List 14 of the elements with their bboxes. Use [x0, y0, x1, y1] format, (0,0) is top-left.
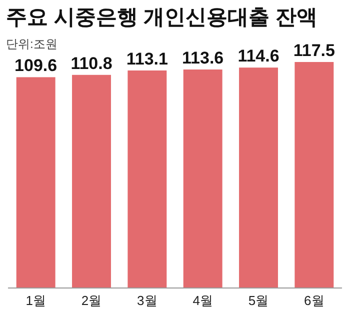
x-tick: 2월 [81, 293, 102, 308]
x-tick: 6월 [304, 293, 324, 308]
data-label: 113.1 [126, 49, 168, 68]
title: 주요 시중은행 개인신용대출 잔액 [6, 6, 318, 29]
data-label: 110.8 [70, 54, 112, 73]
x-tick: 5월 [248, 293, 269, 308]
subtitle: 단위:조원 [6, 37, 58, 51]
x-tick: 1월 [26, 293, 46, 308]
data-label: 117.5 [293, 41, 335, 60]
data-label: 109.6 [14, 56, 58, 76]
x-tick: 4월 [192, 293, 213, 308]
x-tick: 3월 [137, 293, 158, 308]
data-label: 113.6 [182, 48, 224, 68]
data-label: 114.6 [238, 46, 280, 66]
